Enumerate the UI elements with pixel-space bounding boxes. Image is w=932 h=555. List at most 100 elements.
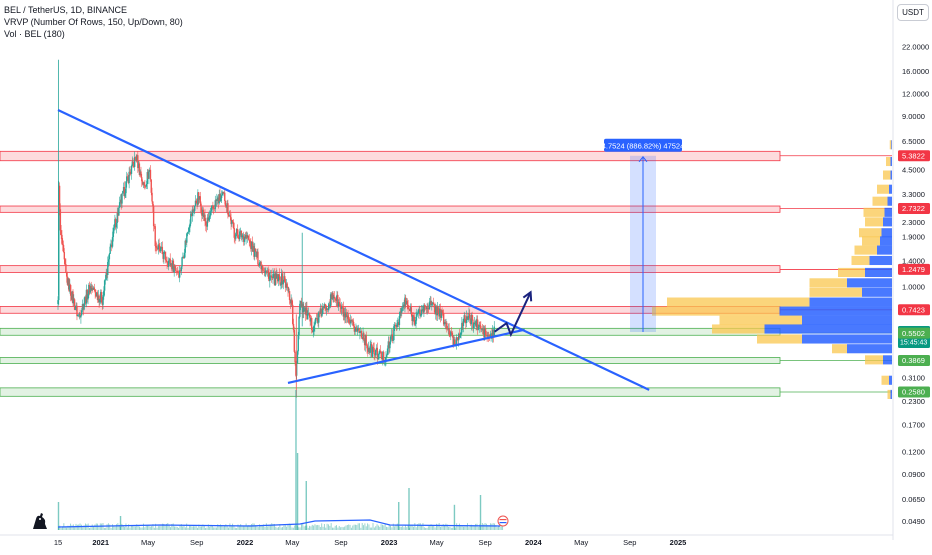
candle-body (255, 251, 258, 257)
candle-body (319, 308, 322, 313)
candle-body (132, 161, 134, 164)
candle-body (346, 315, 348, 317)
candle-body (266, 270, 269, 272)
candle-body (337, 294, 339, 307)
candle-body (425, 306, 427, 310)
volume-bar (465, 526, 467, 530)
candle-body (256, 251, 258, 257)
candle-body (362, 333, 364, 339)
candle-body (308, 313, 311, 315)
volume-bar (356, 524, 358, 530)
y-tick-label: 12.0000 (902, 89, 929, 98)
volume-bar (418, 523, 420, 530)
volume-bar (365, 526, 367, 530)
candle-body (184, 240, 186, 253)
candle-body (316, 318, 318, 319)
volume-bar (367, 523, 369, 530)
candle-body (491, 334, 493, 338)
volume-bar (286, 526, 288, 530)
volume-bar (288, 523, 290, 530)
candle-body (375, 347, 378, 351)
vrvp-indicator-label[interactable]: VRVP (Number Of Rows, 150, Up/Down, 80) (4, 17, 183, 27)
candle-body (118, 207, 120, 216)
candle-body (397, 322, 399, 324)
candle-body (303, 307, 306, 309)
volume-spike-bar (408, 488, 410, 530)
volume-bar (414, 523, 416, 530)
candle-body (102, 295, 104, 305)
candle-body (456, 337, 458, 339)
candle-body (327, 308, 329, 311)
candle-body (419, 309, 421, 316)
currency-button[interactable]: USDT (897, 4, 929, 21)
volume-bar (90, 527, 92, 530)
candle-body (284, 281, 287, 288)
candle-body (393, 324, 396, 327)
candle-body (345, 312, 348, 317)
volume-bar (338, 525, 340, 530)
volume-bar (444, 524, 445, 530)
volume-bar (299, 527, 301, 530)
candle-body (343, 312, 345, 317)
candle-body (289, 300, 292, 304)
volume-bar (80, 524, 82, 530)
volume-indicator-label[interactable]: Vol · BEL (180) (4, 29, 65, 39)
candle-body (69, 284, 71, 292)
candle-body (144, 185, 146, 187)
price-label-badge (898, 150, 930, 162)
candle-body (232, 222, 235, 229)
candle-body (154, 226, 156, 247)
candle-body (472, 319, 474, 329)
candle-body (420, 315, 422, 316)
volume-bar (225, 524, 227, 530)
y-tick-label: 0.1700 (902, 420, 925, 429)
candle-body (405, 301, 408, 305)
volume-bar (267, 526, 269, 530)
countdown-label: 15:45:43 (900, 340, 927, 347)
price-label-text: 1.2479 (902, 265, 925, 274)
candle-body (441, 310, 443, 313)
candle-body (332, 292, 334, 299)
candle-body (493, 326, 495, 337)
volume-bar (383, 525, 385, 530)
candle-body (92, 287, 95, 290)
volume-bar (413, 526, 414, 530)
candle-body (72, 291, 74, 304)
candle-body (298, 316, 300, 335)
candle-body (156, 248, 159, 250)
candle-body (250, 241, 253, 250)
price-label-badge (898, 263, 930, 275)
symbol-title[interactable]: BEL / TetherUS, 1D, BINANCE (4, 5, 128, 15)
volume-bar (402, 526, 404, 530)
volume-bar (292, 527, 294, 530)
candle-body (158, 244, 160, 246)
candle-body (197, 192, 200, 200)
volume-spike-bar (57, 502, 60, 530)
candle-body (181, 257, 183, 267)
volume-bar (454, 527, 456, 530)
tradingview-logo-icon[interactable] (30, 510, 52, 532)
volume-bar (240, 524, 242, 530)
candle-body (98, 295, 100, 303)
candle-body (122, 186, 125, 192)
candle-body (164, 251, 167, 260)
volume-bar (155, 523, 157, 530)
candle-body (431, 304, 433, 306)
volume-bar (330, 523, 332, 530)
volume-spike-bar (479, 495, 482, 530)
measure-arrow-head (638, 155, 648, 163)
candle-body (252, 246, 254, 252)
candle-body (469, 318, 472, 325)
candle-body (57, 300, 59, 304)
volume-bar (261, 524, 263, 530)
candle-body (439, 308, 441, 317)
volume-bar (377, 525, 379, 530)
candle-body (465, 322, 467, 323)
volume-bar (449, 526, 451, 530)
volume-bar (113, 525, 115, 530)
candle-body (291, 299, 293, 305)
candle-body (224, 200, 227, 207)
candle-body (114, 219, 116, 225)
